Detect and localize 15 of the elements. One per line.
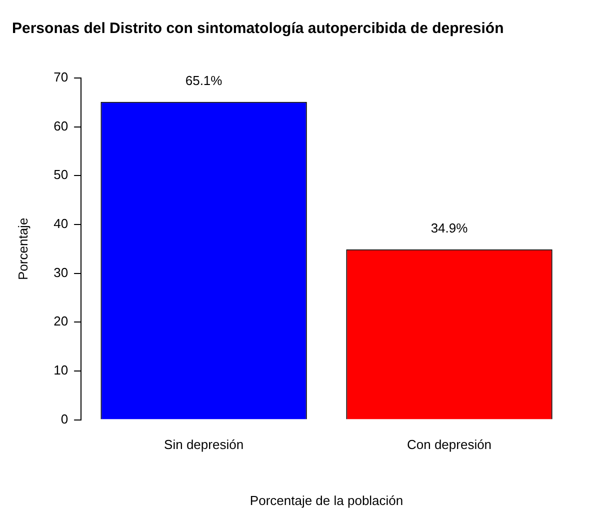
x-tick-label: Sin depresión (164, 437, 244, 452)
y-tick-label: 60 (54, 118, 68, 134)
data-label: 34.9% (430, 220, 468, 236)
y-tick-label: 10 (54, 362, 68, 378)
chart-title: Personas del Distrito con sintomatología autopercibida de depresión (12, 20, 504, 38)
y-tick-label: 0 (60, 411, 68, 426)
y-tick-label: 50 (54, 167, 68, 182)
y-tick-label: 70 (54, 70, 68, 85)
x-tick-label: Con depresión (406, 437, 492, 452)
y-tick-label: 30 (54, 264, 68, 280)
y-tick-label: 40 (54, 216, 68, 232)
x-axis-title: Porcentaje de la población (250, 492, 404, 508)
y-tick-label: 20 (54, 314, 68, 329)
y-axis-title: Porcentaje (15, 218, 30, 280)
data-label: 65.1% (185, 73, 223, 88)
